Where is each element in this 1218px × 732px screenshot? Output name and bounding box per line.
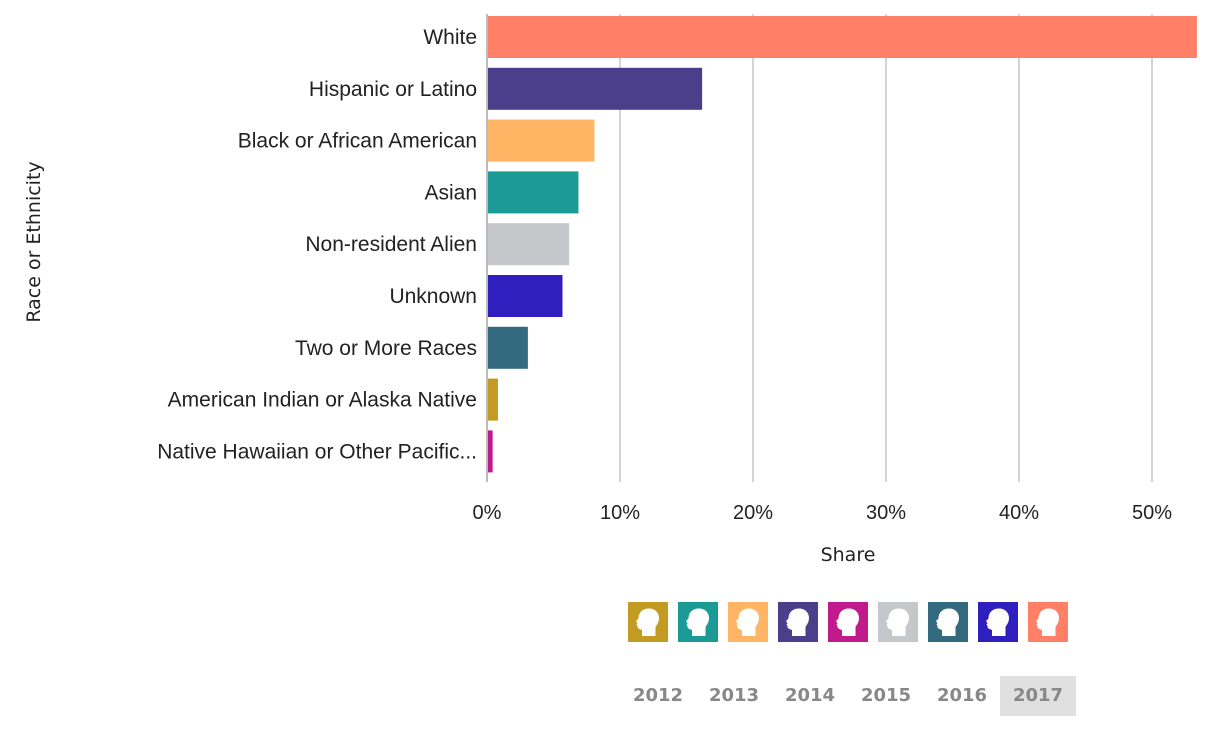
person-head-icon[interactable]	[728, 602, 768, 642]
x-axis-label: Share	[821, 544, 876, 566]
year-button-2016[interactable]: 2016	[936, 685, 988, 706]
x-tick-label: 0%	[473, 502, 502, 524]
category-label: Asian	[424, 181, 477, 204]
category-label: Non-resident Alien	[305, 233, 477, 256]
x-tick-label: 50%	[1132, 502, 1172, 524]
category-label: Two or More Races	[295, 337, 477, 360]
person-head-icon[interactable]	[1028, 602, 1068, 642]
bar-chart: Race or Ethnicity Share White Hispanic or…	[23, 14, 1197, 566]
category-label: White	[423, 26, 477, 49]
year-button-2013[interactable]: 2013	[708, 685, 760, 706]
person-head-icon[interactable]	[778, 602, 818, 642]
bar[interactable]	[488, 223, 570, 266]
category-label: Hispanic or Latino	[309, 78, 477, 101]
year-button-2014[interactable]: 2014	[784, 685, 836, 706]
person-head-icon[interactable]	[928, 602, 968, 642]
bar[interactable]	[488, 326, 528, 369]
bar[interactable]	[488, 430, 493, 473]
year-button-2012[interactable]: 2012	[632, 685, 684, 706]
year-button-2017[interactable]: 2017	[1000, 676, 1076, 716]
category-label: Native Hawaiian or Other Pacific...	[157, 440, 477, 463]
bar[interactable]	[488, 275, 563, 317]
x-tick-label: 10%	[600, 502, 640, 524]
person-head-icon[interactable]	[678, 602, 718, 642]
bar[interactable]	[488, 119, 595, 162]
x-tick-label: 40%	[999, 502, 1039, 524]
bar[interactable]	[488, 16, 1197, 58]
category-label: Unknown	[389, 285, 477, 308]
bar[interactable]	[488, 67, 703, 110]
category-label: Black or African American	[238, 130, 477, 153]
person-head-icon[interactable]	[828, 602, 868, 642]
y-axis-label: Race or Ethnicity	[23, 161, 45, 322]
person-head-icon[interactable]	[978, 602, 1018, 642]
bar[interactable]	[488, 378, 498, 421]
person-head-icon[interactable]	[628, 602, 668, 642]
x-tick-label: 30%	[866, 502, 906, 524]
person-head-icon[interactable]	[878, 602, 918, 642]
year-button-2015[interactable]: 2015	[860, 685, 912, 706]
category-label: American Indian or Alaska Native	[168, 389, 477, 412]
x-tick-label: 20%	[733, 502, 773, 524]
bar[interactable]	[488, 171, 579, 214]
